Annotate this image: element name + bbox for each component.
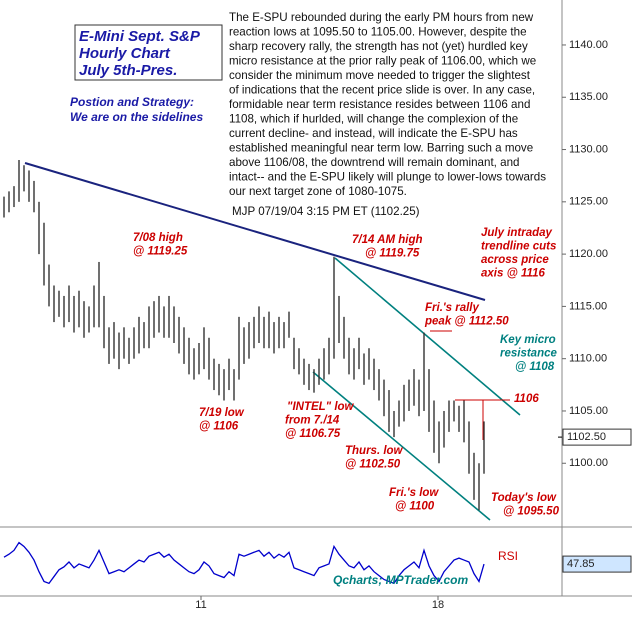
annotation: @ 1119.75 — [365, 248, 420, 260]
rsi-value-label: 47.85 — [567, 558, 595, 570]
rsi-value-box — [562, 555, 632, 573]
y-tick-label: 1120.00 — [569, 248, 608, 260]
annotation: July intraday — [481, 227, 553, 239]
annotation: Fri.'s low — [389, 487, 439, 499]
y-tick-label: 1115.00 — [569, 300, 607, 312]
strategy-text: Postion and Strategy: — [70, 95, 194, 109]
commentary-line: our next target zone of 1080-1075. — [229, 185, 407, 198]
commentary-line: micro resistance at the prior rally peak… — [229, 55, 536, 68]
y-tick-label: 1130.00 — [569, 143, 608, 155]
annotation: peak @ 1112.50 — [424, 316, 509, 328]
chart-title: July 5th-Pres. — [79, 62, 177, 79]
annotation: trendline cuts — [481, 241, 556, 253]
annotation: Fri.'s rally — [425, 302, 479, 314]
annotation: @ 1106 — [199, 421, 239, 433]
commentary-line: reaction lows at 1095.50 to 1105.00. How… — [229, 26, 527, 39]
commentary-line: sharp recovery rally, the strength has n… — [229, 40, 528, 53]
annotation: @ 1102.50 — [345, 459, 401, 471]
y-tick-label: 1135.00 — [569, 91, 608, 103]
x-tick-label: 11 — [195, 599, 206, 611]
channel-lower — [312, 371, 491, 521]
annotation: 7/14 AM high — [352, 234, 423, 246]
chart-title: E-Mini Sept. S&P — [79, 28, 201, 45]
y-tick-label: 1100.00 — [569, 457, 608, 469]
trendline — [24, 162, 486, 301]
y-tick-label: 1110.00 — [569, 353, 607, 365]
commentary-line: above 1106/08, the downtrend will remain… — [229, 156, 519, 169]
annotation: 1106 — [514, 393, 539, 405]
title-box — [74, 24, 223, 81]
signature: MJP 07/19/04 3:15 PM ET (1102.25) — [232, 205, 420, 218]
y-tick-label: 1125.00 — [569, 196, 608, 208]
last-price-box — [562, 428, 632, 446]
y-tick-label: 1140.00 — [569, 39, 608, 51]
channel-upper — [334, 257, 521, 416]
commentary-line: consider the minimum move needed to trig… — [229, 69, 531, 82]
rsi-line — [3, 541, 485, 585]
annotation: "INTEL" low — [287, 401, 355, 413]
annotation: 7/08 high — [133, 232, 183, 244]
annotation: from 7./14 — [285, 415, 340, 427]
annotation: resistance — [500, 348, 558, 360]
last-price-label: 1102.50 — [567, 431, 606, 443]
commentary-line: intact-- and the E-SPU likely will plung… — [229, 171, 546, 184]
annotation: Today's low — [491, 492, 557, 504]
commentary-line: formidable near term resistance resides … — [229, 98, 530, 111]
strategy-text: We are on the sidelines — [70, 110, 203, 124]
rsi-label: RSI — [498, 549, 518, 563]
annotation: Key micro — [500, 334, 556, 346]
commentary-line: current decline- and instead, will indic… — [229, 127, 518, 140]
annotation: @ 1106.75 — [285, 428, 341, 440]
credit: Qcharts; MPTrader.com — [333, 573, 468, 587]
chart-title: Hourly Chart — [79, 45, 171, 62]
commentary-line: 1108, which if hurlded, will change the … — [229, 113, 518, 126]
annotation: @ 1108 — [515, 361, 555, 373]
x-tick-label: 18 — [432, 599, 444, 611]
y-tick-label: 1105.00 — [569, 405, 608, 417]
annotation: Thurs. low — [345, 445, 404, 457]
annotation: @ 1100 — [395, 501, 435, 513]
annotation: across price — [481, 254, 549, 266]
annotation: @ 1095.50 — [503, 506, 560, 518]
commentary-line: of indications that the recent price sli… — [229, 84, 535, 97]
commentary-line: The E-SPU rebounded during the early PM … — [229, 11, 534, 24]
annotation: @ 1119.25 — [133, 246, 188, 258]
annotation: axis @ 1116 — [481, 268, 545, 280]
annotation: 7/19 low — [199, 407, 245, 419]
commentary-line: established meaningful near term low. Ba… — [229, 142, 533, 155]
